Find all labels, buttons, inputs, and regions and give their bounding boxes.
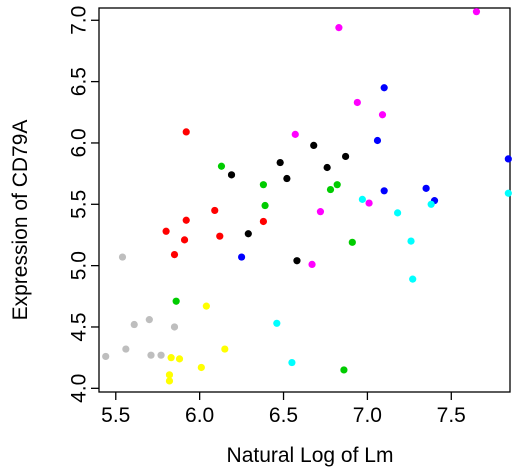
data-point — [335, 24, 343, 32]
data-point — [365, 199, 373, 207]
data-point — [216, 232, 224, 240]
data-point — [378, 111, 387, 119]
data-point — [380, 84, 388, 92]
data-point — [102, 352, 110, 361]
x-tick-label: 7.5 — [437, 404, 466, 427]
data-point — [217, 162, 226, 170]
data-point — [175, 355, 184, 363]
x-tick-label: 6.0 — [185, 404, 214, 427]
data-point — [293, 257, 301, 265]
data-point — [276, 158, 284, 167]
data-point — [244, 230, 252, 238]
x-tick-label: 6.5 — [269, 404, 298, 427]
data-point — [422, 184, 430, 192]
data-point — [202, 302, 210, 310]
data-point — [145, 316, 153, 324]
data-point — [147, 351, 155, 359]
data-point — [342, 152, 350, 161]
data-point — [180, 236, 189, 244]
data-point — [504, 189, 512, 197]
data-point — [291, 130, 299, 138]
x-axis-label: Natural Log of Lm — [227, 444, 394, 467]
data-point — [380, 187, 388, 195]
data-point — [170, 250, 179, 259]
x-axis: 5.5 6.0 6.5 7.0 7.5 — [101, 392, 466, 427]
data-point — [259, 181, 267, 189]
data-point — [340, 366, 348, 374]
data-point — [165, 377, 174, 385]
plot-frame — [98, 7, 511, 393]
data-point — [308, 260, 316, 269]
data-point — [288, 358, 296, 367]
data-point — [259, 217, 267, 226]
data-point — [333, 181, 341, 189]
data-point — [316, 208, 325, 216]
data-point — [122, 345, 130, 353]
data-point — [394, 209, 402, 217]
data-point — [472, 8, 481, 16]
data-point — [118, 253, 127, 261]
data-point — [273, 319, 281, 327]
y-axis-label: Expression of CD79A — [9, 120, 32, 321]
y-tick-label: 6.5 — [68, 67, 91, 96]
data-point — [221, 345, 229, 353]
data-point — [211, 206, 219, 215]
data-point — [310, 141, 318, 150]
data-points — [102, 8, 512, 385]
x-tick-label: 7.0 — [353, 404, 382, 427]
data-point — [197, 363, 205, 372]
data-point — [353, 98, 361, 107]
data-point — [283, 174, 291, 183]
y-axis: 4.0 4.5 5.0 5.5 6.0 6.5 7.0 — [68, 6, 99, 403]
data-point — [323, 163, 331, 172]
data-point — [182, 216, 190, 224]
data-point — [162, 227, 170, 235]
data-point — [348, 238, 356, 246]
data-point — [170, 323, 179, 331]
data-point — [165, 371, 174, 379]
y-tick-label: 6.0 — [68, 128, 91, 157]
data-point — [326, 185, 335, 194]
x-tick-label: 5.5 — [101, 404, 130, 427]
y-tick-label: 4.5 — [68, 312, 91, 341]
data-point — [237, 253, 246, 261]
data-point — [407, 237, 415, 245]
data-point — [261, 201, 269, 210]
data-point — [373, 136, 382, 145]
data-point — [227, 171, 236, 179]
data-point — [182, 128, 190, 136]
data-point — [427, 200, 435, 208]
data-point — [172, 297, 180, 305]
data-point — [157, 351, 165, 359]
y-tick-label: 4.0 — [68, 374, 91, 403]
y-tick-label: 7.0 — [68, 6, 91, 35]
data-point — [504, 155, 512, 163]
data-point — [167, 354, 175, 362]
data-point — [358, 195, 366, 203]
y-tick-label: 5.5 — [68, 190, 91, 219]
data-point — [130, 320, 138, 329]
y-tick-label: 5.0 — [68, 251, 91, 280]
data-point — [409, 275, 417, 283]
